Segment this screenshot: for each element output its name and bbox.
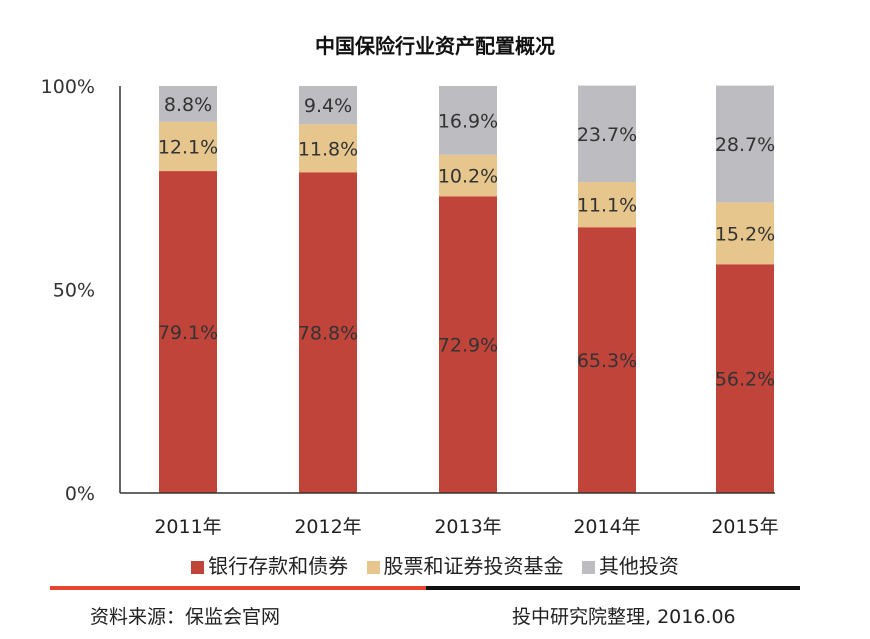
data-label: 12.1% [158,136,218,158]
bar-segment [299,124,357,173]
bar-segment [716,85,774,203]
legend-item: 银行存款和债券 [191,554,348,578]
legend-label: 股票和证券投资基金 [383,554,564,578]
bar-segment [578,85,636,183]
bar-segment [578,182,636,228]
bar-segment [159,171,217,494]
x-tick-label: 2015年 [711,516,778,538]
data-label: 79.1% [158,322,218,344]
bar-segment [439,196,497,493]
x-tick-label: 2011年 [154,516,221,538]
data-label: 28.7% [715,134,775,156]
stacked-bar-chart: 79.1% 12.1% 8.8% 2011年 78.8% 11.8% 9.4% 2012年 72… [41,76,779,538]
data-label: 11.1% [577,195,637,217]
chart-title: 中国保险行业资产配置概况 [315,34,555,58]
data-label: 10.2% [438,166,498,188]
legend-swatch [191,561,205,574]
data-label: 56.2% [715,369,775,391]
y-tick-label: 0% [65,483,95,505]
data-label: 9.4% [304,95,352,117]
bar-segment [439,86,497,155]
legend-swatch [581,561,595,574]
bar-segment [716,202,774,265]
data-label: 78.8% [298,323,358,345]
legend-swatch [366,561,380,574]
x-tick-label: 2012年 [294,516,361,538]
data-label: 23.7% [577,124,637,146]
credit-note: 投中研究院整理, 2016.06 [512,606,736,628]
legend-label: 其他投资 [598,554,679,578]
bar-segment [578,227,636,493]
bar-segment [299,172,357,493]
legend-item: 其他投资 [581,554,679,578]
bar-segment [439,154,497,197]
x-tick-label: 2013年 [434,516,501,538]
bar-segment [159,121,217,172]
data-label: 16.9% [438,110,498,132]
divider-black [426,586,800,590]
legend-label: 银行存款和债券 [208,554,349,578]
data-label: 65.3% [577,350,637,372]
bar-segment [716,264,774,493]
data-label: 15.2% [715,223,775,245]
legend-item: 股票和证券投资基金 [366,554,564,578]
x-tick-label: 2014年 [573,516,640,538]
data-label: 11.8% [298,138,358,160]
bar-segment [299,86,357,125]
y-tick-label: 50% [53,280,95,302]
divider-red [50,586,426,590]
y-tick-label: 100% [41,76,95,98]
source-note: 资料来源：保监会官网 [90,606,281,628]
data-label: 8.8% [164,94,212,116]
bar-segment [159,86,217,122]
data-label: 72.9% [438,335,498,357]
legend: 银行存款和债券 股票和证券投资基金 其他投资 [0,550,870,579]
